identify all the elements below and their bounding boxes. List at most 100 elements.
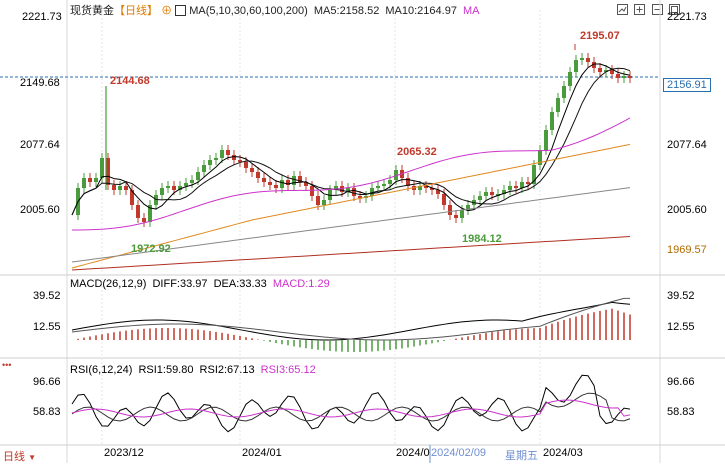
candle-body bbox=[220, 150, 224, 158]
annotation-first-high: 2144.68 bbox=[110, 75, 150, 87]
candle-body bbox=[388, 180, 392, 184]
candle-body bbox=[454, 215, 458, 218]
candle-body bbox=[478, 196, 482, 200]
macd-right-axis-1: 12.55 bbox=[667, 321, 695, 333]
candle-body bbox=[466, 205, 470, 210]
macd-legend: MACD(26,12,9) DIFF:33.97 DEA:33.33 MACD:… bbox=[70, 278, 330, 290]
annotation-mid-high: 2065.32 bbox=[397, 146, 437, 158]
chart-type-icon[interactable] bbox=[617, 4, 628, 16]
candle-body bbox=[106, 158, 110, 185]
settings-icon[interactable]: ⊕ bbox=[161, 5, 173, 17]
macd-diff: DIFF:33.97 bbox=[152, 278, 208, 290]
macd-left-axis-0: 39.52 bbox=[33, 290, 61, 302]
candle-body bbox=[304, 182, 308, 186]
ma-more-value: MA bbox=[463, 5, 480, 17]
candle-body bbox=[502, 190, 506, 194]
ma5-line bbox=[71, 63, 631, 216]
maximize-icon[interactable] bbox=[669, 4, 681, 16]
candle-body bbox=[376, 186, 380, 188]
rsi3-line bbox=[71, 399, 631, 418]
candle-body bbox=[214, 158, 218, 160]
candle-body bbox=[124, 186, 128, 190]
rsi-right-axis-1: 58.83 bbox=[667, 406, 695, 418]
candle-body bbox=[574, 60, 578, 72]
candle-body bbox=[526, 182, 530, 184]
candle-body bbox=[100, 158, 104, 178]
cursor-weekday: 星期五 bbox=[505, 450, 538, 462]
annotation-low-left: 1972.92 bbox=[131, 243, 171, 255]
candle-body bbox=[148, 205, 152, 222]
annotation-low-left-text: 1972.92 bbox=[131, 243, 171, 255]
candle-body bbox=[424, 186, 428, 188]
annotation-first-high-text: 2144.68 bbox=[110, 75, 150, 87]
candle-body bbox=[142, 218, 146, 222]
candle-body bbox=[112, 185, 116, 190]
candle-body bbox=[568, 72, 572, 86]
left-axis-0: 2221.73 bbox=[22, 11, 62, 23]
candle-body bbox=[280, 180, 284, 188]
candle-body bbox=[562, 86, 566, 98]
candle-body bbox=[286, 180, 290, 185]
toolbar bbox=[617, 1, 682, 19]
candle-body bbox=[430, 188, 434, 190]
candle-body bbox=[580, 58, 584, 60]
candle-body bbox=[550, 112, 554, 130]
zoom-in-icon[interactable] bbox=[634, 4, 646, 16]
right-axis-0: 2221.73 bbox=[667, 11, 707, 23]
ma-toggle-icon[interactable] bbox=[175, 4, 187, 16]
candle-body bbox=[448, 205, 452, 215]
ma-label: MA(5,10,30,60,100,200) bbox=[189, 5, 308, 17]
zoom-out-icon[interactable] bbox=[651, 4, 663, 16]
period-button[interactable]: 日线 ▼ bbox=[0, 448, 42, 463]
candle-body bbox=[532, 165, 536, 184]
candle-body bbox=[226, 150, 230, 155]
candle-body bbox=[202, 165, 206, 172]
candle-body bbox=[184, 183, 188, 186]
candle-body bbox=[244, 162, 248, 168]
right-axis-1: 2077.64 bbox=[667, 139, 707, 151]
candle-body bbox=[178, 186, 182, 190]
right-low-label: 1969.57 bbox=[667, 244, 707, 256]
ma30-line bbox=[71, 117, 631, 231]
left-axis-1: 2149.68 bbox=[20, 77, 60, 89]
candle-body bbox=[94, 178, 98, 182]
candle-body bbox=[586, 58, 590, 62]
candle-body bbox=[196, 172, 200, 180]
date-label-0: 2023/12 bbox=[104, 447, 144, 459]
symbol-title: 现货黄金 bbox=[70, 5, 114, 17]
macd-right-axis-0: 39.52 bbox=[667, 290, 695, 302]
ma200-line bbox=[71, 236, 631, 271]
candle-body bbox=[82, 178, 86, 188]
candle-body bbox=[268, 182, 272, 185]
date-label-1: 2024/01 bbox=[242, 447, 282, 459]
candle-body bbox=[358, 196, 362, 198]
candle-body bbox=[250, 168, 254, 172]
left-axis-3: 2005.60 bbox=[20, 204, 60, 216]
candle-body bbox=[628, 76, 632, 78]
candle-body bbox=[370, 188, 374, 196]
candle-body bbox=[136, 205, 140, 218]
candle-body bbox=[538, 150, 542, 165]
candle-body bbox=[298, 176, 302, 182]
candle-body bbox=[190, 180, 194, 183]
candle-body bbox=[514, 186, 518, 188]
candle-body bbox=[172, 186, 176, 190]
candle-body bbox=[340, 186, 344, 192]
candle-body bbox=[256, 172, 260, 178]
candle-body bbox=[544, 130, 548, 150]
candle-body bbox=[118, 186, 122, 190]
dropdown-icon: ▼ bbox=[28, 453, 36, 462]
annotation-high: 2195.07 bbox=[574, 30, 620, 50]
candle-body bbox=[460, 210, 464, 218]
candle-body bbox=[262, 178, 266, 182]
candle-body bbox=[616, 74, 620, 78]
rsi-left-axis-1: 58.83 bbox=[33, 406, 61, 418]
period-tag[interactable]: 【日线】 bbox=[114, 5, 158, 17]
collapse-dots-icon[interactable]: ••• bbox=[2, 360, 12, 370]
candle-body bbox=[334, 186, 338, 190]
candle-body bbox=[406, 178, 410, 186]
candle-body bbox=[556, 98, 560, 112]
rsi3-value: RSI3:65.12 bbox=[260, 364, 316, 376]
candle-body bbox=[394, 170, 398, 180]
